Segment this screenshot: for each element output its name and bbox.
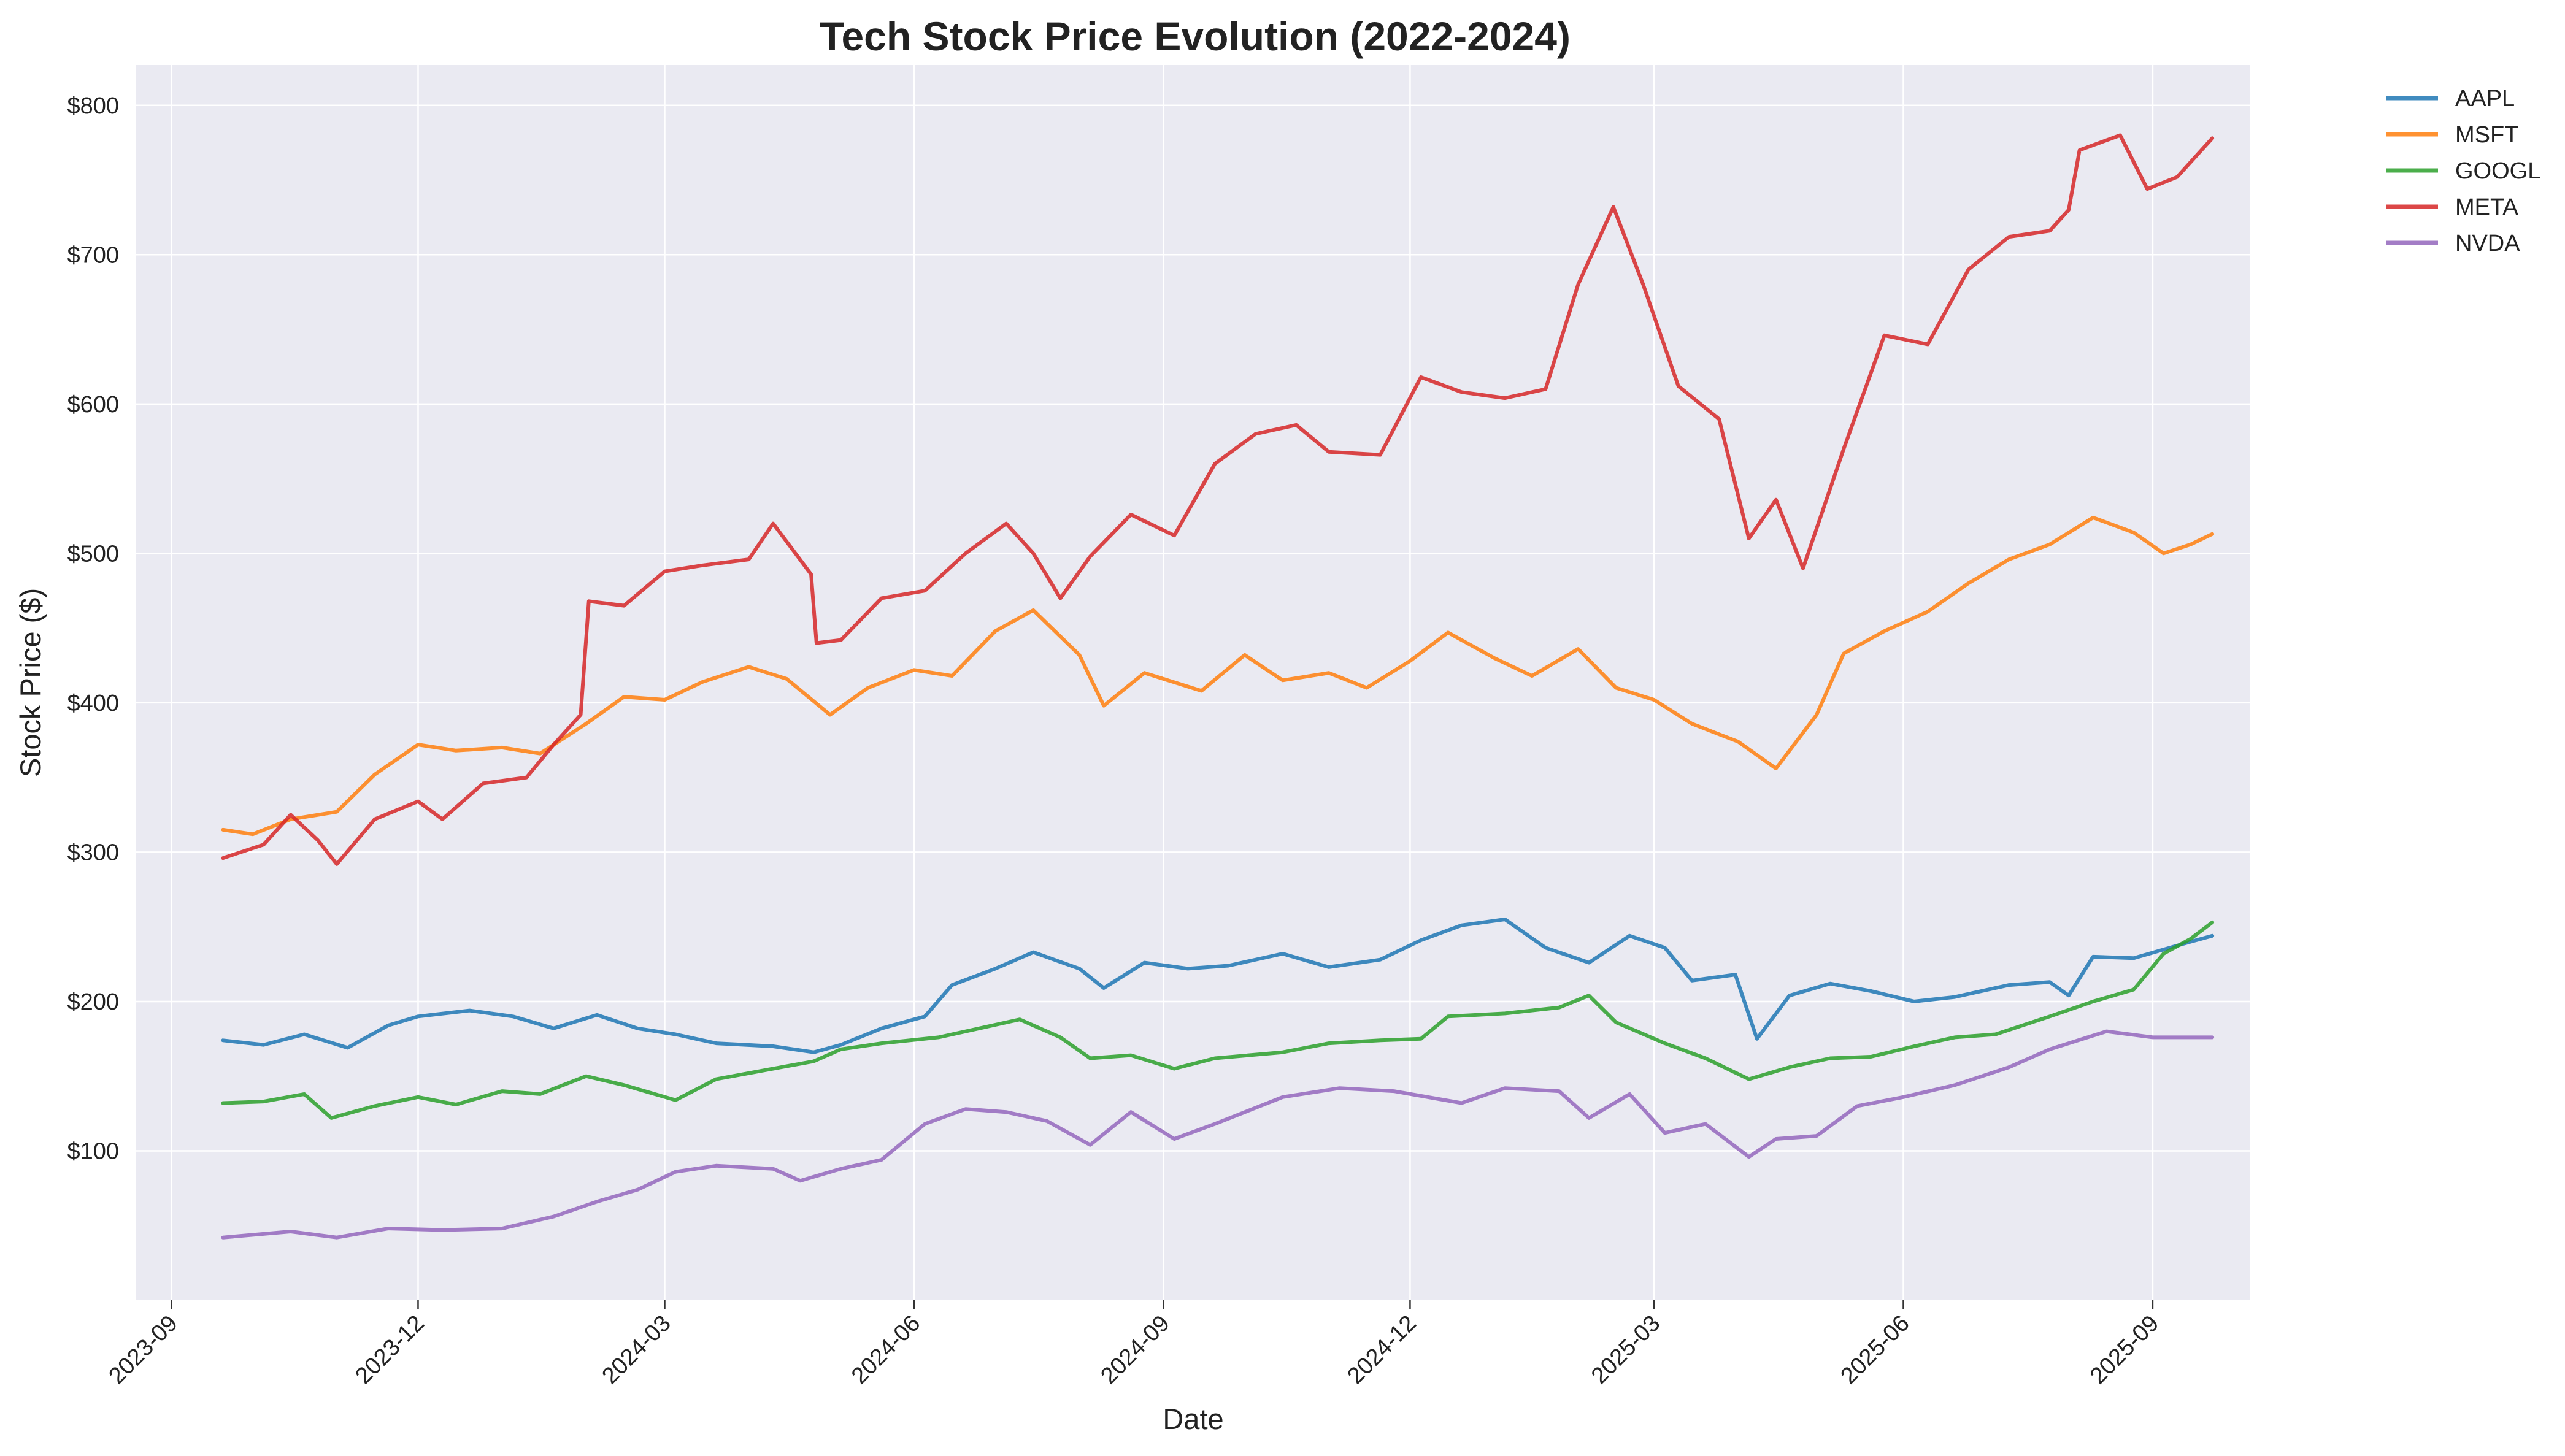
series-line-googl (221, 920, 2215, 1120)
legend-label-meta: META (2455, 194, 2518, 220)
y-tick-label: $200 (67, 989, 119, 1015)
x-tick-label: 2023-12 (351, 1311, 429, 1389)
y-tick-label: $600 (67, 392, 119, 418)
y-tick-label: $500 (67, 541, 119, 567)
x-tick-label: 2023-09 (104, 1311, 182, 1389)
series-lines (221, 133, 2215, 1240)
series-line-meta (221, 133, 2215, 866)
chart-title: Tech Stock Price Evolution (2022-2024) (820, 13, 1571, 59)
x-tick-label: 2024-06 (847, 1311, 925, 1389)
y-tick-label: $100 (67, 1138, 119, 1164)
legend: AAPL MSFT GOOGL META NVDA (2386, 86, 2540, 256)
x-tick-label: 2024-12 (1342, 1311, 1421, 1389)
y-tick-label: $300 (67, 840, 119, 865)
y-tick-label: $800 (67, 93, 119, 119)
x-tick-label: 2025-03 (1586, 1311, 1665, 1389)
x-tick-label: 2024-09 (1096, 1311, 1174, 1389)
series-line-aapl (221, 918, 2215, 1054)
legend-label-googl: GOOGL (2455, 158, 2540, 184)
y-tick-label: $400 (67, 691, 119, 716)
x-tick-label: 2025-09 (2085, 1311, 2164, 1389)
legend-label-nvda: NVDA (2455, 231, 2520, 256)
legend-label-msft: MSFT (2455, 122, 2518, 148)
x-tick-label: 2025-06 (1836, 1311, 1915, 1389)
series-line-nvda (221, 1029, 2215, 1240)
x-axis-label: Date (1163, 1403, 1223, 1435)
plot-area (136, 65, 2250, 1300)
x-tick-label: 2024-03 (598, 1311, 676, 1389)
legend-label-aapl: AAPL (2455, 86, 2515, 112)
y-tick-label: $700 (67, 242, 119, 268)
y-axis-label: Stock Price ($) (14, 588, 47, 777)
